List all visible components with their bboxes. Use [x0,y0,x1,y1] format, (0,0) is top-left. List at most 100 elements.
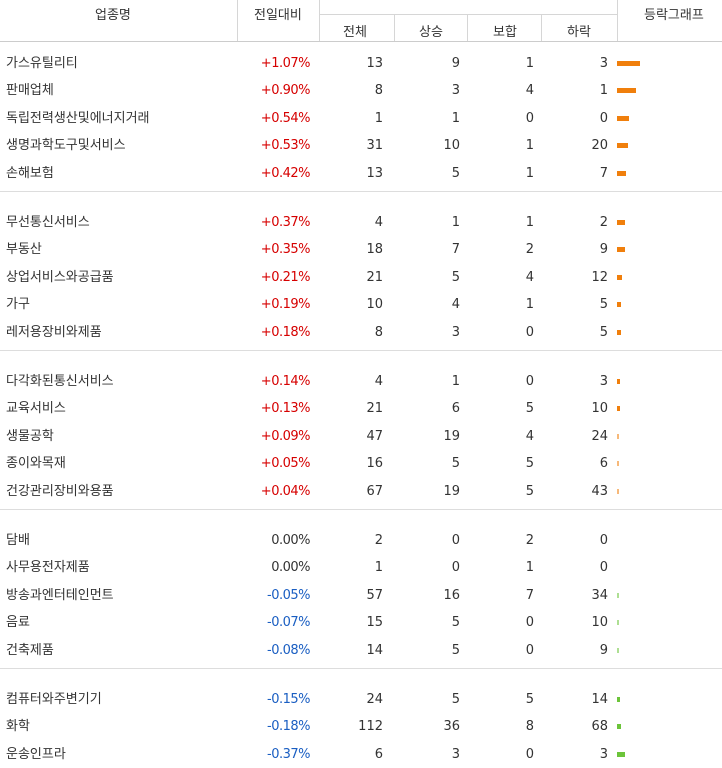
industry-name[interactable]: 교육서비스 [6,401,66,417]
industry-name[interactable]: 생물공학 [6,428,54,444]
rise-count: 5 [451,615,460,631]
header-rise[interactable]: 상승 [419,25,443,40]
group-separator [0,668,722,669]
table-row[interactable]: 부동산 +0.35% 18 7 2 9 [0,236,722,263]
change-percent: +0.53% [260,138,311,154]
fall-count: 3 [599,374,608,389]
table-row[interactable]: 컴퓨터와주변기기 -0.15% 24 5 5 14 [0,686,722,713]
fall-count: 43 [591,483,608,499]
table-row[interactable]: 사무용전자제품 0.00% 1 0 1 0 [0,554,722,581]
header-total[interactable]: 전체 [343,25,367,40]
table-row[interactable]: 담배 0.00% 2 0 2 0 [0,527,722,554]
header-change[interactable]: 전일대비 [254,8,302,23]
flat-count: 1 [525,165,534,181]
industry-name[interactable]: 담배 [6,533,30,548]
table-row[interactable]: 상업서비스와공급품 +0.21% 21 5 4 12 [0,264,722,291]
header-flat[interactable]: 보합 [493,25,517,40]
header-graph: 등락그래프 [644,8,704,23]
table-row[interactable]: 생물공학 +0.09% 47 19 4 24 [0,423,722,450]
header-industry[interactable]: 업종명 [95,8,131,23]
table-row[interactable]: 다각화된통신서비스 +0.14% 4 1 0 3 [0,368,722,395]
flat-count: 2 [525,242,534,258]
industry-name[interactable]: 화학 [6,719,30,735]
table-row[interactable]: 종이와목재 +0.05% 16 5 5 6 [0,450,722,477]
table-row[interactable]: 건축제품 -0.08% 14 5 0 9 [0,637,722,664]
industry-name[interactable]: 가스유틸리티 [6,56,78,71]
change-bar [617,220,625,225]
header-fall[interactable]: 하락 [567,25,591,40]
industry-name[interactable]: 운송인프라 [6,746,66,762]
fall-count: 14 [591,692,608,707]
industry-name[interactable]: 음료 [6,615,30,631]
table-row[interactable]: 가구 +0.19% 10 4 1 5 [0,291,722,318]
table-row[interactable]: 방송과엔터테인먼트 -0.05% 57 16 7 34 [0,582,722,609]
industry-name[interactable]: 건축제품 [6,642,54,658]
table-row[interactable]: 무선통신서비스 +0.37% 4 1 1 2 [0,209,722,236]
rise-count: 5 [451,642,460,658]
change-percent: +0.18% [260,324,311,340]
change-percent: -0.07% [267,615,311,631]
industry-name[interactable]: 컴퓨터와주변기기 [6,692,102,707]
change-percent: +0.35% [260,242,311,258]
rise-count: 5 [451,165,460,181]
industry-name[interactable]: 방송과엔터테인먼트 [6,587,114,603]
industry-name[interactable]: 상업서비스와공급품 [6,269,114,285]
flat-count: 1 [525,560,534,576]
total-count: 112 [358,719,383,735]
industry-name[interactable]: 부동산 [6,242,42,258]
industry-name[interactable]: 손해보험 [6,165,54,181]
change-bar [617,115,629,121]
industry-name[interactable]: 건강관리장비와용품 [6,483,114,499]
rise-count: 16 [443,587,460,603]
table-row[interactable]: 생명과학도구및서비스 +0.53% 31 10 1 20 [0,132,722,159]
change-bar [617,697,621,702]
total-count: 4 [374,215,383,230]
flat-count: 0 [525,110,534,126]
table-row[interactable]: 가스유틸리티 +1.07% 13 9 1 3 [0,50,722,77]
rise-count: 3 [451,324,460,340]
change-percent: +0.42% [260,165,311,181]
table-row[interactable]: 손해보험 +0.42% 13 5 1 7 [0,160,722,187]
industry-name[interactable]: 생명과학도구및서비스 [6,138,126,154]
change-percent: 0.00% [271,560,310,576]
industry-name[interactable]: 무선통신서비스 [6,215,90,230]
fall-count: 1 [599,83,608,99]
flat-count: 1 [525,297,534,313]
header-divider [319,0,320,42]
table-row[interactable]: 레저용장비와제품 +0.18% 8 3 0 5 [0,319,722,346]
industry-name[interactable]: 다각화된통신서비스 [6,374,114,389]
rise-count: 9 [451,56,460,71]
total-count: 16 [366,456,383,472]
change-bar [617,406,620,412]
group-separator [0,509,722,510]
table-row[interactable]: 화학 -0.18% 112 36 8 68 [0,713,722,740]
rise-count: 19 [443,483,460,499]
industry-name[interactable]: 독립전력생산및에너지거래 [6,110,150,126]
fall-count: 6 [599,456,608,472]
table-row[interactable]: 교육서비스 +0.13% 21 6 5 10 [0,395,722,422]
flat-count: 0 [525,746,534,762]
table-row[interactable]: 운송인프라 -0.37% 6 3 0 3 [0,741,722,768]
total-count: 2 [374,533,383,548]
table-row[interactable]: 음료 -0.07% 15 5 0 10 [0,609,722,636]
table-row[interactable]: 판매업체 +0.90% 8 3 4 1 [0,77,722,104]
fall-count: 34 [591,587,608,603]
industry-name[interactable]: 사무용전자제품 [6,560,90,576]
change-bar [617,302,622,308]
industry-name[interactable]: 레저용장비와제품 [6,324,102,340]
fall-count: 9 [599,642,608,658]
header-divider [394,14,395,42]
change-percent: -0.37% [267,746,311,762]
table-row[interactable]: 독립전력생산및에너지거래 +0.54% 1 1 0 0 [0,105,722,132]
industry-name[interactable]: 판매업체 [6,83,54,99]
rise-count: 19 [443,428,460,444]
change-percent: +0.04% [260,483,311,499]
rise-count: 10 [443,138,460,154]
rise-count: 1 [451,215,460,230]
table-row[interactable]: 건강관리장비와용품 +0.04% 67 19 5 43 [0,478,722,505]
flat-count: 0 [525,324,534,340]
industry-name[interactable]: 종이와목재 [6,456,66,472]
flat-count: 0 [525,374,534,389]
industry-name[interactable]: 가구 [6,297,30,313]
flat-count: 5 [525,456,534,472]
